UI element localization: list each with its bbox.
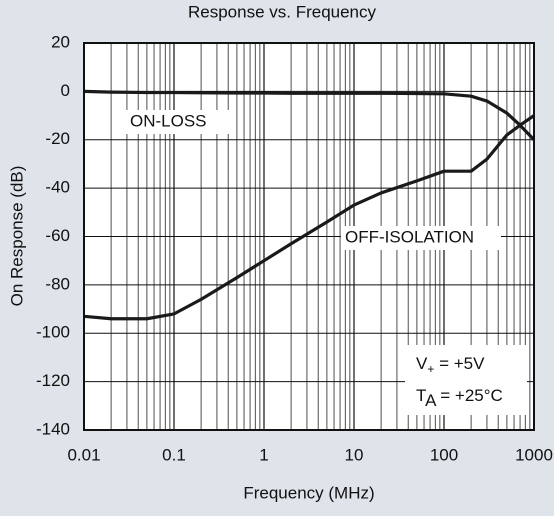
y-tick-label: 20 [51, 32, 70, 51]
x-tick-label: 0.1 [162, 445, 186, 464]
label-box [341, 226, 501, 250]
lines [83, 89, 536, 321]
series-label: OFF-ISOLATION [345, 227, 474, 246]
x-tick-label: 1000 [515, 445, 553, 464]
condition-symbol: V [416, 354, 428, 373]
series-line [83, 89, 536, 141]
y-tick-label: -20 [45, 129, 70, 148]
y-tick-label: -100 [36, 323, 70, 342]
series-label: ON-LOSS [130, 111, 207, 130]
y-tick-label: -60 [45, 226, 70, 245]
condition: V+ = +5V [416, 354, 485, 376]
condition-text: = +25°C [436, 386, 503, 405]
y-tick-label: -140 [36, 419, 70, 438]
y-tick-label: -80 [45, 274, 70, 293]
y-tick-label: -40 [45, 178, 70, 197]
condition: TA = +25°C [416, 386, 503, 410]
y-axis-label: On Response (dB) [7, 166, 26, 307]
x-tick-label: 0.01 [67, 445, 100, 464]
chart-title: Response vs. Frequency [188, 2, 377, 21]
x-tick-label: 10 [345, 445, 364, 464]
series-line [83, 114, 535, 321]
conditions-box [405, 345, 527, 415]
condition-subscript: A [425, 391, 437, 410]
label-box [126, 110, 236, 134]
condition-symbol: T [416, 386, 426, 405]
y-tick-label: -120 [36, 371, 70, 390]
x-tick-label: 1 [259, 445, 268, 464]
x-axis-label: Frequency (MHz) [243, 483, 374, 502]
x-tick-label: 100 [430, 445, 458, 464]
plot-frame [83, 42, 535, 431]
annotations: ON-LOSS OFF-ISOLATION V+ = +5V TA = +25°C [126, 110, 527, 415]
y-tick-label: 0 [61, 81, 70, 100]
condition-subscript: + [427, 362, 434, 376]
condition-text: = +5V [434, 354, 485, 373]
